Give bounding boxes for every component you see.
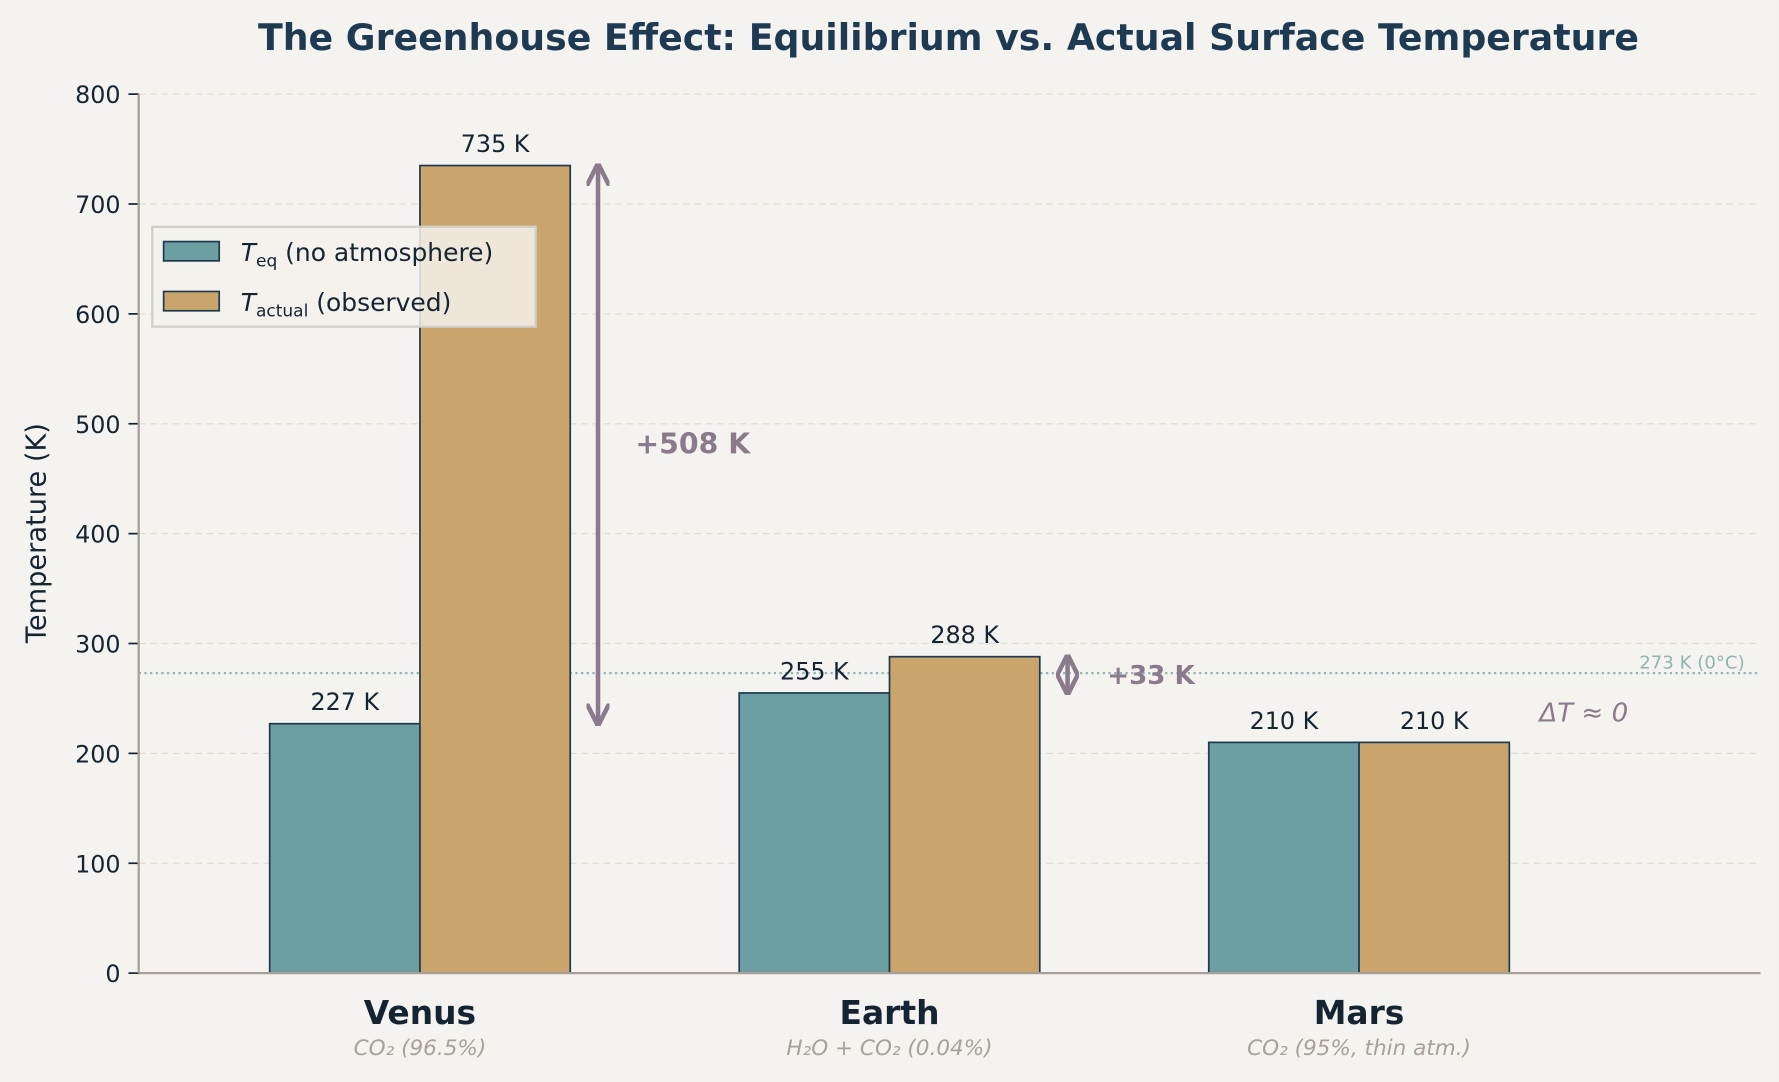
legend-swatch (162, 240, 221, 262)
x-tick-label: Mars (1314, 993, 1405, 1032)
earth-difference-label: +33 K (1107, 661, 1195, 691)
y-tick-label: 700 (75, 191, 120, 219)
legend-label: Tactual (observed) (241, 288, 452, 322)
category-subtitle: CO₂ (96.5%) (354, 1036, 487, 1061)
chart-title: The Greenhouse Effect: Equilibrium vs. A… (258, 16, 1639, 59)
y-tick-label: 400 (75, 521, 120, 549)
legend-label: Teq (no atmosphere) (241, 238, 493, 272)
bar-eq-mars (1207, 741, 1360, 974)
bar-value-label: 210 K (1250, 707, 1320, 735)
bar-actual-earth (888, 655, 1041, 974)
legend-swatch (162, 290, 221, 312)
bar-value-label: 735 K (461, 130, 531, 158)
bar-actual-mars (1358, 741, 1511, 974)
mars-difference-label: ΔT ≈ 0 (1537, 698, 1628, 728)
legend-rest: (no atmosphere) (277, 238, 493, 267)
y-tick-label: 200 (75, 740, 120, 768)
category-subtitle: CO₂ (95%, thin atm.) (1247, 1036, 1471, 1061)
bar-value-label: 210 K (1400, 707, 1470, 735)
annotations: +508 K +33 K ΔT ≈ 0 (598, 168, 1628, 728)
bar-value-label: 227 K (311, 688, 381, 716)
bars: 227 K 255 K 210 K 735 K 288 K 210 K (268, 130, 1511, 974)
axes: 0 100 200 300 400 500 600 700 800 Venus CO₂ (96.5%… (75, 81, 1761, 1061)
category-subtitle: H₂O + CO₂ (0.04%) (786, 1036, 992, 1061)
y-tick-label: 300 (75, 631, 120, 659)
venus-difference-label: +508 K (635, 428, 751, 461)
y-tick-label: 500 (75, 411, 120, 439)
legend-rest: (observed) (308, 288, 451, 317)
legend-main: T (241, 288, 258, 317)
legend: Teq (no atmosphere)Tactual (observed) (151, 225, 537, 328)
bar-eq-venus (268, 722, 421, 974)
y-axis-label: Temperature (K) (22, 423, 53, 644)
y-tick-label: 600 (75, 301, 120, 329)
bar-value-label: 288 K (930, 621, 1000, 649)
bar-eq-earth (738, 692, 891, 974)
legend-subscript: eq (256, 252, 277, 272)
legend-subscript: actual (256, 301, 308, 321)
legend-main: T (241, 238, 258, 267)
bar-value-label: 255 K (780, 657, 850, 685)
y-tick-label: 800 (75, 81, 120, 109)
y-tick-label: 100 (75, 850, 120, 878)
x-tick-label: Venus (364, 993, 476, 1032)
y-tick-label: 0 (105, 960, 120, 988)
reference-line-label: 273 K (0°C) (1639, 653, 1744, 674)
x-tick-label: Earth (840, 993, 940, 1032)
